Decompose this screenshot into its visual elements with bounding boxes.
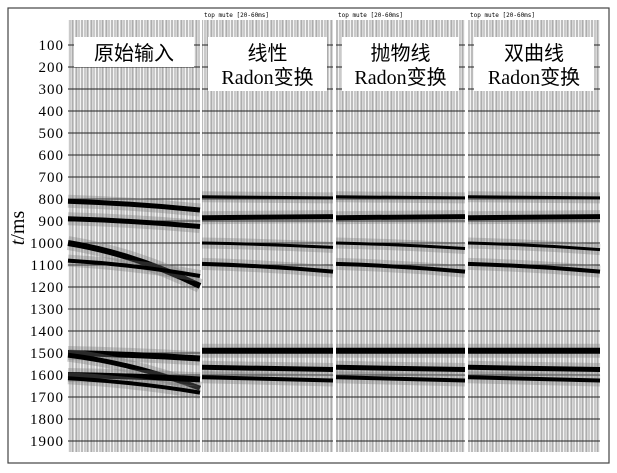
panel-header: top mute [20-60ms]: [204, 12, 269, 19]
panel-title: Radon变换: [221, 66, 313, 89]
event: [467, 241, 601, 252]
title-box: [208, 37, 327, 91]
panel-title: Radon变换: [488, 66, 580, 89]
event: [335, 214, 466, 221]
panel-title: 原始输入: [94, 42, 174, 65]
event: [201, 195, 334, 200]
event: [467, 261, 601, 274]
y-tick-label: 800: [39, 192, 65, 208]
y-tick-label: 1200: [30, 280, 64, 296]
y-axis-label: t/ms: [7, 211, 29, 246]
y-tick-label: 700: [39, 170, 65, 186]
y-tick-label: 1600: [30, 368, 64, 384]
y-tick-label: 1500: [30, 346, 64, 362]
y-tick-label: 500: [39, 126, 65, 142]
event: [335, 195, 466, 200]
event: [67, 198, 201, 213]
y-tick-label: 1800: [30, 412, 64, 428]
y-tick-label: 300: [39, 82, 65, 98]
event: [335, 241, 466, 250]
y-tick-label: 100: [39, 38, 65, 54]
y-tick-label: 1100: [31, 258, 64, 274]
y-tick-label: 1900: [30, 434, 64, 450]
y-tick-label: 1300: [30, 302, 64, 318]
event: [335, 261, 466, 274]
y-tick-label: 1000: [30, 236, 64, 252]
event: [201, 364, 334, 372]
title-box: [342, 37, 459, 91]
event: [467, 375, 601, 383]
y-tick-label: 900: [39, 214, 65, 230]
event: [335, 375, 466, 383]
panel-title: 双曲线: [504, 42, 564, 65]
event: [335, 364, 466, 372]
panel-title: Radon变换: [354, 66, 446, 89]
event: [467, 214, 601, 221]
event: [201, 214, 334, 221]
event: [67, 372, 201, 383]
event: [67, 376, 201, 395]
panel-title: 线性: [248, 42, 288, 65]
event: [467, 364, 601, 372]
y-tick-label: 1400: [30, 324, 64, 340]
panel-title: 抛物线: [371, 42, 431, 65]
event: [467, 195, 601, 200]
panel-header: top mute [20-60ms]: [470, 12, 535, 19]
event: [67, 240, 202, 289]
title-box: [474, 37, 594, 91]
y-tick-label: 1700: [30, 390, 64, 406]
event: [67, 352, 201, 391]
title-box: [74, 37, 194, 67]
event: [67, 258, 201, 278]
event: [67, 216, 201, 229]
y-tick-label: 200: [39, 60, 65, 76]
event: [201, 261, 334, 274]
panel-header: top mute [20-60ms]: [338, 12, 403, 19]
y-tick-label: 600: [39, 148, 65, 164]
event: [201, 375, 334, 383]
event: [67, 350, 201, 362]
y-tick-label: 400: [39, 104, 65, 120]
event: [201, 241, 334, 249]
